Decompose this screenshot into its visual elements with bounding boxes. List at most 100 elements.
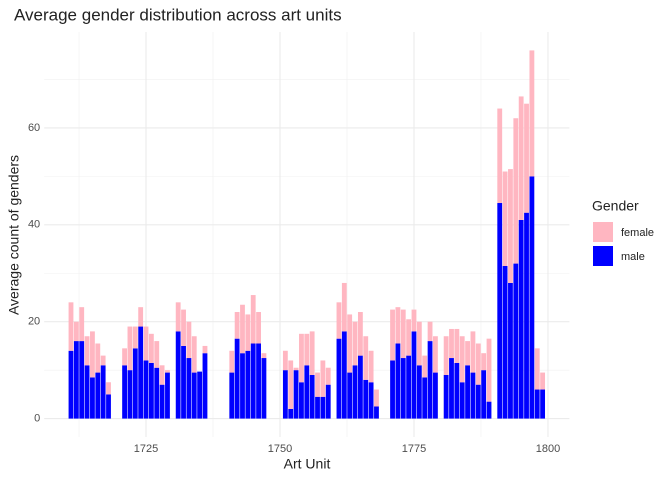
bar-segment (186, 321, 192, 359)
chart-title: Average gender distribution across art u… (14, 5, 342, 24)
bar-segment (106, 382, 111, 395)
bar-segment (234, 338, 240, 419)
bar-segment (191, 372, 197, 419)
legend-label: male (621, 251, 645, 263)
bar-segment (138, 326, 144, 419)
bar-segment (513, 263, 519, 419)
x-tick-label: 1775 (402, 443, 426, 455)
bar-segment (138, 307, 144, 327)
bar-segment (165, 370, 170, 373)
bar-segment (106, 394, 111, 419)
bar-segment (497, 203, 503, 419)
bar-segment (229, 372, 235, 419)
bar-segment (363, 379, 369, 419)
bar-segment (454, 328, 460, 363)
x-tick-label: 1725 (134, 443, 158, 455)
bar-segment (84, 365, 90, 419)
bar-segment (90, 331, 95, 378)
bar-segment (127, 370, 133, 419)
bar-segment (508, 169, 513, 283)
bar-segment (250, 295, 256, 344)
bar-segment (449, 328, 454, 359)
bar-segment (395, 307, 401, 344)
bar-segment (79, 341, 85, 419)
bar-segment (459, 382, 465, 419)
bar-segment (481, 353, 487, 371)
bar-segment (159, 365, 165, 385)
bar-segment (427, 321, 433, 342)
x-axis-label: Art Unit (284, 456, 331, 472)
bar-segment (497, 108, 503, 204)
bar-segment (411, 331, 417, 419)
bar-segment (400, 309, 406, 359)
bar-segment (299, 333, 304, 383)
bar-segment (261, 358, 267, 419)
bar-segment (282, 370, 288, 419)
bar-segment (390, 309, 395, 361)
bar-segment (513, 118, 519, 264)
bar-segment (422, 377, 428, 419)
bar-segment (154, 341, 160, 368)
bar-segment (256, 312, 261, 344)
bar-segment (245, 314, 251, 351)
bar-segment (293, 367, 299, 371)
bar-segment (347, 314, 353, 373)
bar-segment (325, 367, 331, 385)
y-tick-label: 40 (28, 219, 40, 231)
bar-segment (395, 343, 401, 419)
bar-segment (502, 171, 508, 266)
bar-segment (325, 384, 331, 419)
bar-segment (122, 348, 127, 366)
bar-segment (293, 370, 299, 419)
bar-segment (368, 350, 374, 383)
bar-segment (202, 353, 208, 419)
bar-segment (250, 343, 256, 419)
bar-segment (84, 336, 90, 366)
bar-segment (148, 333, 154, 363)
bar-segment (416, 321, 422, 366)
x-tick-label: 1750 (268, 443, 292, 455)
bar-segment (454, 362, 460, 419)
bar-segment (73, 341, 79, 419)
bar-segment (336, 302, 342, 339)
bar-segment (336, 338, 342, 419)
bar-segment (127, 326, 133, 371)
bar-segment (406, 355, 412, 419)
bar-segment (309, 331, 315, 375)
bar-segment (475, 343, 481, 385)
bar-segment (202, 345, 208, 354)
bar-segment (518, 219, 524, 419)
bar-segment (90, 377, 95, 419)
bar-segment (229, 350, 235, 373)
bar-segment (143, 326, 149, 361)
bar-segment (534, 348, 540, 390)
bar-segment (315, 396, 320, 419)
bar-segment (529, 50, 535, 177)
bar-segment (320, 360, 326, 397)
bar-segment (368, 382, 374, 419)
bar-segment (95, 343, 101, 373)
bar-segment (465, 341, 470, 366)
bar-segment (288, 408, 294, 419)
bar-segment (475, 384, 481, 419)
bar-segment (449, 358, 454, 419)
y-axis-label: Average count of genders (6, 155, 22, 315)
bar-segment (245, 350, 251, 419)
bar-segment (518, 96, 524, 220)
bar-segment (122, 365, 127, 419)
bar-segment (132, 326, 138, 349)
bar-segment (299, 382, 304, 419)
bar-segment (309, 374, 315, 419)
legend-swatch (593, 222, 613, 242)
bar-segment (191, 336, 197, 373)
bar-segment (68, 350, 74, 419)
bar-segment (256, 343, 261, 419)
bar-segment (186, 358, 192, 419)
bar-segment (540, 372, 546, 390)
y-tick-label: 0 (34, 412, 40, 424)
bar-segment (175, 302, 181, 332)
bar-segment (486, 338, 492, 402)
bar-segment (486, 401, 492, 419)
bar-segment (427, 341, 433, 419)
bar-segment (315, 372, 320, 397)
